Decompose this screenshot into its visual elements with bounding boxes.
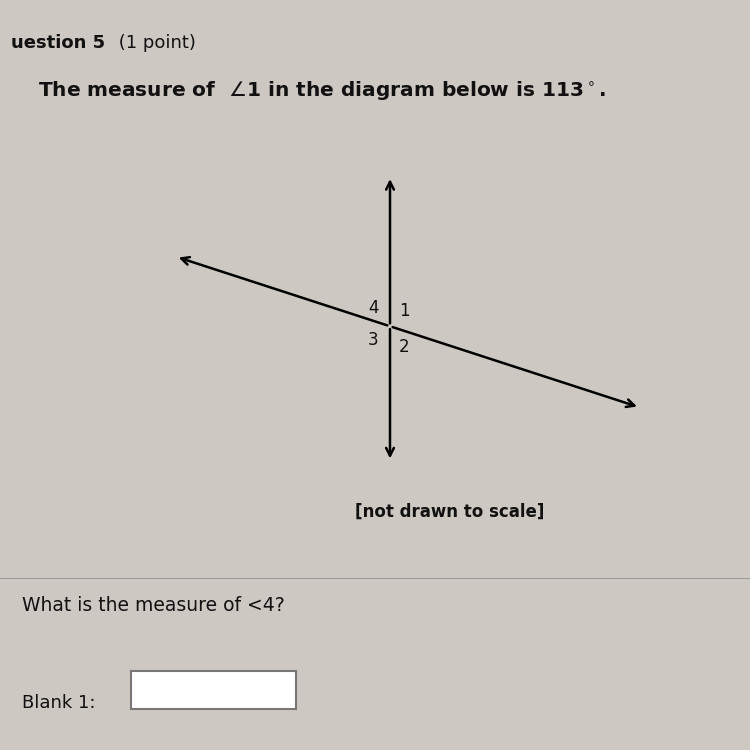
Text: The measure of  $\angle$1 in the diagram below is 113$^\circ$.: The measure of $\angle$1 in the diagram … [38,79,605,102]
Text: 4: 4 [368,299,379,317]
Text: 2: 2 [399,338,410,356]
FancyBboxPatch shape [131,671,296,709]
Text: 3: 3 [368,331,379,349]
Text: uestion 5: uestion 5 [11,34,105,52]
Text: Blank 1:: Blank 1: [22,694,96,712]
Text: [not drawn to scale]: [not drawn to scale] [356,503,544,520]
Text: What is the measure of <4?: What is the measure of <4? [22,596,285,615]
Text: (1 point): (1 point) [112,34,195,52]
Text: 1: 1 [399,302,410,320]
